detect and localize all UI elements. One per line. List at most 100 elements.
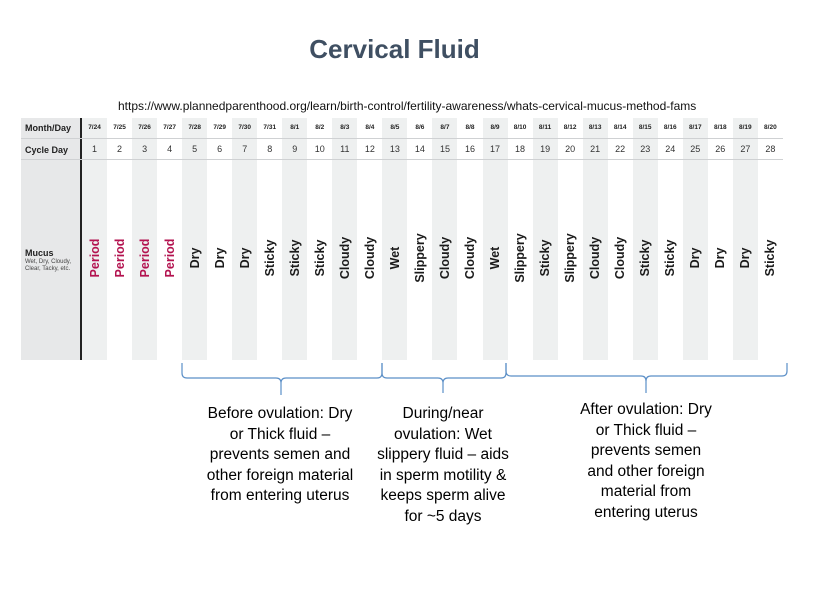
source-url: https://www.plannedparenthood.org/learn/… (118, 99, 697, 113)
month-day-cell: 8/4 (365, 124, 375, 131)
day-column: 7/29 6 Dry (207, 118, 232, 360)
day-column: 8/10 18 Slippery (508, 118, 533, 360)
cycle-day-cell: 27 (740, 144, 751, 154)
month-day-cell: 7/26 (138, 124, 151, 131)
during-ovulation-note: During/near ovulation: Wet slippery flui… (377, 405, 509, 525)
day-column: 8/4 12 Cloudy (357, 118, 382, 360)
day-column: 8/13 21 Cloudy (582, 118, 608, 360)
day-column: 8/19 27 Dry (732, 118, 758, 360)
month-day-cell: 8/20 (764, 124, 777, 131)
cycle-day-cell: 14 (414, 144, 425, 154)
mucus-cell: Period (87, 238, 102, 278)
mucus-cell: Wet (387, 246, 402, 270)
before-ovulation-note: Before ovulation: Dry or Thick fluid – p… (206, 405, 354, 504)
cycle-day-cell: 4 (167, 144, 173, 154)
row-divider (21, 138, 783, 139)
month-day-cell: 7/29 (213, 124, 226, 131)
month-day-cell: 8/11 (538, 124, 552, 131)
page-title: Cervical Fluid (309, 34, 480, 64)
cycle-day-cell: 7 (242, 144, 248, 154)
month-day-cell: 8/2 (315, 124, 325, 131)
mucus-cell: Period (162, 238, 177, 278)
row-labels: Month/Day Cycle Day Mucus Wet, Dry, Clou… (21, 118, 82, 360)
mucus-cell: Slippery (563, 233, 578, 283)
day-column: 7/30 7 Dry (232, 118, 258, 360)
month-day-cell: 8/19 (739, 124, 752, 131)
cycle-day-cell: 5 (192, 144, 198, 154)
day-column: 8/3 11 Cloudy (332, 118, 358, 360)
day-column: 8/14 22 Cloudy (608, 118, 633, 360)
month-day-cell: 7/27 (163, 124, 176, 131)
cycle-day-cell: 19 (540, 144, 551, 154)
mucus-cell: Sticky (538, 239, 553, 277)
day-column: 8/17 25 Dry (682, 118, 708, 360)
mucus-cell: Cloudy (337, 236, 352, 280)
mucus-label: Mucus (25, 248, 54, 258)
row-divider (21, 159, 783, 160)
after-ovulation-note: After ovulation: Dry or Thick fluid – pr… (580, 401, 712, 521)
mucus-cell: Dry (713, 247, 728, 269)
cycle-day-cell: 15 (439, 144, 450, 154)
mucus-cell: Cloudy (588, 236, 603, 280)
month-day-cell: 8/8 (465, 124, 475, 131)
cycle-day-cell: 2 (117, 144, 123, 154)
cycle-day-cell: 8 (267, 144, 273, 154)
cycle-day-cell: 16 (464, 144, 475, 154)
month-day-cell: 7/28 (188, 124, 201, 131)
cycle-day-cell: 26 (715, 144, 726, 154)
cycle-day-cell: 25 (690, 144, 701, 154)
day-column: 7/24 1 Period (82, 118, 108, 360)
month-day-cell: 8/13 (588, 124, 602, 131)
month-day-cell: 8/12 (563, 124, 577, 131)
month-day-cell: 8/15 (638, 124, 652, 131)
cycle-day-cell: 12 (364, 144, 375, 154)
day-columns: 7/24 1 Period 7/25 2 Period 7/26 3 Period 7/27 4 Pe… (82, 118, 783, 360)
day-column: 8/12 20 Slippery (558, 118, 583, 360)
cycle-day-cell: 9 (292, 144, 298, 154)
cycle-day-label: Cycle Day (25, 145, 69, 155)
mucus-cell: Sticky (663, 239, 678, 277)
after-ovulation-brace (505, 363, 788, 393)
month-day-cell: 7/30 (238, 124, 252, 131)
cycle-day-cell: 6 (217, 144, 223, 154)
mucus-cell: Slippery (513, 233, 528, 283)
cycle-day-cell: 22 (615, 144, 626, 154)
mucus-cell: Dry (738, 247, 753, 269)
mucus-cell: Period (112, 238, 127, 278)
cycle-day-cell: 1 (92, 144, 98, 154)
month-day-cell: 7/24 (88, 124, 101, 131)
day-column: 7/27 4 Period (157, 118, 182, 360)
mucus-cell: Cloudy (362, 236, 377, 280)
mucus-cell: Wet (488, 246, 503, 270)
mucus-cell: Sticky (312, 239, 327, 277)
mucus-cell: Cloudy (613, 236, 628, 280)
day-column: 8/16 24 Sticky (658, 118, 683, 360)
month-day-cell: 7/25 (113, 124, 126, 131)
cycle-day-cell: 18 (515, 144, 526, 154)
day-column: 8/8 16 Cloudy (457, 118, 482, 360)
cervical-fluid-table: Month/Day Cycle Day Mucus Wet, Dry, Clou… (21, 118, 783, 360)
mucus-cell: Dry (212, 247, 227, 269)
cycle-day-cell: 10 (314, 144, 325, 154)
month-day-cell: 8/6 (415, 124, 425, 131)
during-ovulation-brace (381, 363, 507, 393)
day-column: 8/11 19 Sticky (532, 118, 558, 360)
day-column: 8/7 15 Cloudy (432, 118, 458, 360)
month-day-cell: 8/1 (290, 124, 300, 131)
mucus-cell: Dry (187, 247, 202, 269)
month-day-cell: 8/3 (340, 124, 350, 131)
day-column: 8/15 23 Sticky (632, 118, 658, 360)
mucus-cell: Slippery (412, 233, 427, 283)
cycle-day-cell: 23 (640, 144, 651, 154)
mucus-cell: Cloudy (437, 236, 452, 280)
day-column: 8/9 17 Wet (482, 118, 508, 360)
month-day-cell: 8/9 (490, 124, 500, 131)
month-day-cell: 8/5 (390, 124, 400, 131)
month-day-cell: 8/17 (688, 124, 702, 131)
mucus-cell: Period (137, 238, 152, 278)
mucus-cell: Sticky (763, 239, 778, 277)
cycle-day-cell: 17 (490, 144, 501, 154)
month-day-cell: 7/31 (263, 124, 277, 131)
day-column: 7/26 3 Period (132, 118, 158, 360)
